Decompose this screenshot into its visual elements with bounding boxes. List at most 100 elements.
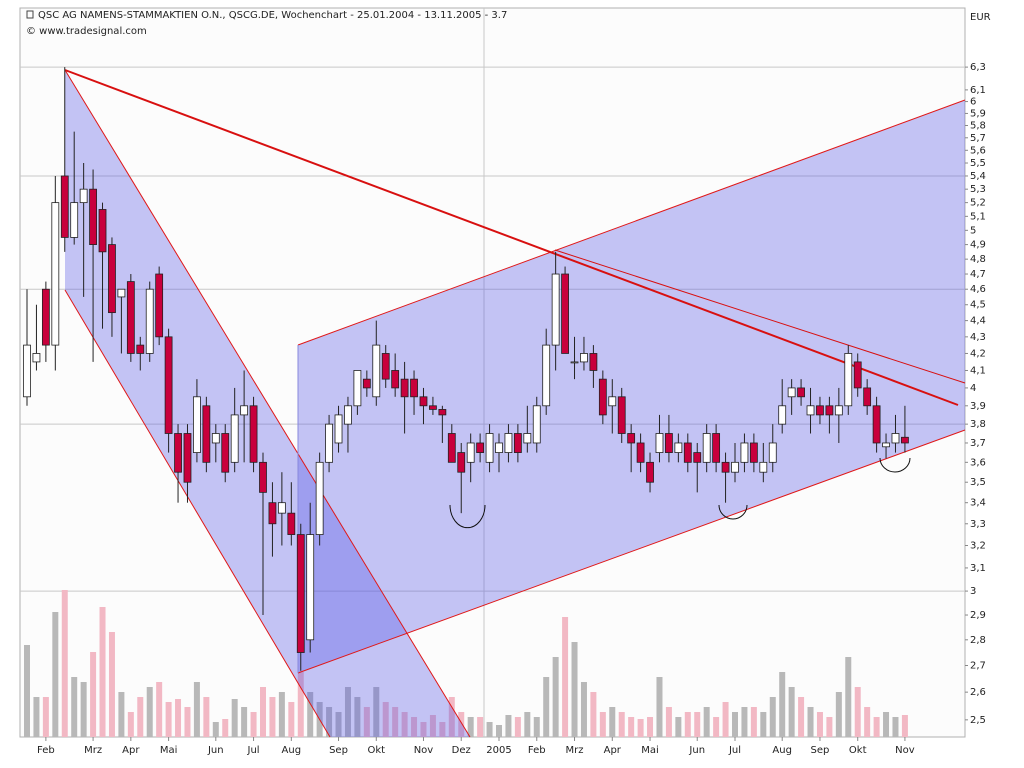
x-tick-label: Feb [528,745,546,756]
candles [23,67,909,671]
volume-bar [411,717,418,737]
volume-bar [599,712,606,737]
volume-bar [354,697,361,737]
volume-bar [467,717,474,737]
volume-bar [750,707,757,737]
grid [20,66,965,592]
candle-body [476,442,485,453]
volume-bar [703,707,710,737]
x-tick-label: Aug [772,745,792,756]
volume-bar [816,712,823,737]
volume-bar [665,707,672,737]
candle-body [108,244,116,314]
x-tick-label: Aug [282,745,302,756]
volume-bar [222,719,229,737]
volume-bar [99,607,106,737]
y-tick-label: 5,9 [970,108,986,119]
candle-body [41,288,50,346]
candle-body [466,442,475,463]
candle-body [325,423,333,463]
volume-bar [732,712,738,737]
candle-body [749,442,758,463]
candle-body [523,433,532,444]
candle-body [211,433,220,444]
candle-body [504,433,513,453]
volume-bar [684,712,691,737]
candle-body [438,409,447,416]
candle-body [344,405,352,425]
y-tick-label: 6 [970,97,976,108]
candle-body [98,209,107,253]
volume-bar [231,699,238,737]
candle-body [32,353,41,363]
candle-body [797,387,805,398]
y-tick-label: 3,3 [970,519,986,530]
candle-body [589,353,598,371]
volume-bar [392,707,399,737]
x-tick-label: Okt [849,745,867,756]
volume-bar [524,712,531,737]
x-tick-label: Mrz [566,745,584,756]
x-tick-label: Sep [329,745,348,756]
y-tick-label: 3,5 [970,477,986,488]
candle-body [400,378,409,398]
volume-bar [533,717,540,737]
candle-body [740,442,749,463]
candle-body [787,387,796,398]
volume-bar [637,719,644,737]
y-tick-label: 4,8 [970,254,986,265]
volume-bar [590,692,597,737]
volume-bar [448,697,455,737]
volume-bar [363,707,370,737]
volume-bar [694,712,701,737]
candle-body [712,433,721,463]
volume-bar [798,697,805,737]
y-tick-label: 3,4 [970,498,986,509]
y-tick-label: 4,3 [970,332,986,343]
volume-bar [52,612,59,737]
volume-bar [184,707,191,737]
candle-body [334,414,343,444]
x-tick-label: Jun [207,745,224,756]
candle-body [702,433,711,463]
y-tick-label: 3,1 [970,563,986,574]
x-tick-label: Mai [160,745,178,756]
volume-bar [845,657,852,737]
volume-bar [779,672,786,737]
candle-body [693,452,702,463]
y-tick-label: 5,1 [970,211,986,222]
candle-body [844,353,853,407]
candle-body [410,378,418,398]
candle-body [23,344,31,398]
candle-body [221,433,230,473]
volume-bar [562,617,569,737]
candle-body [136,344,145,354]
y-tick-label: 5 [970,225,976,236]
x-tick-label: Jul [247,745,260,756]
candle-body [806,405,815,416]
volume-bar [429,715,436,737]
volume-bar [326,707,333,737]
y-tick-label: 6,1 [970,85,986,96]
volume-bar [382,702,389,737]
candle-body [419,396,428,407]
volume-bar [288,702,295,737]
volume-bar [137,697,144,737]
volume-bar [873,717,880,737]
y-tick-label: 4,1 [970,365,986,376]
y-tick-label: 4,5 [970,300,986,311]
x-tick-label: Feb [37,745,55,756]
candle-body [362,378,371,389]
candle-body [768,442,777,463]
candle-body [580,353,588,363]
y-tick-label: 5,7 [970,133,986,144]
candle-body [89,188,97,245]
volume-bar [713,717,720,737]
volume-bars [24,590,908,737]
volume-bar [647,717,654,737]
volume-bar [344,687,351,737]
volume-bar [71,677,78,737]
y-tick-label: 4,7 [970,269,986,280]
x-tick-label: Okt [367,745,385,756]
